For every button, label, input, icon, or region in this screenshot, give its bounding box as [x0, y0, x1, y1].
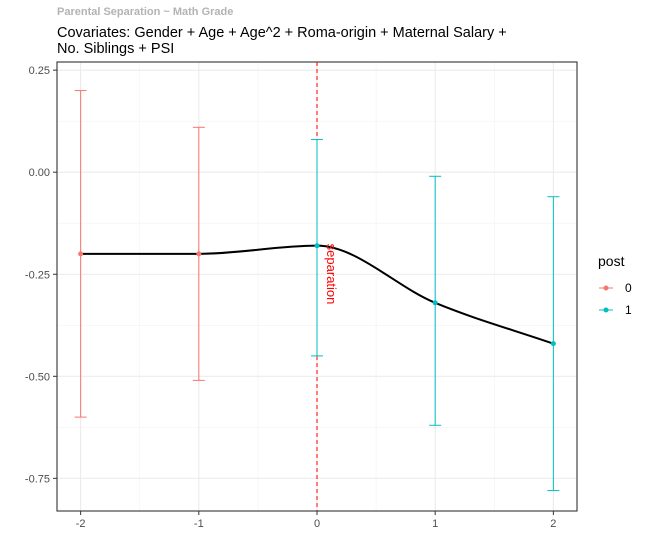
data-point — [78, 251, 84, 257]
separation-label: separation — [324, 244, 339, 305]
legend-label: 0 — [625, 281, 632, 295]
x-tick-label: 0 — [314, 518, 320, 530]
legend-key-point — [603, 307, 609, 313]
data-point — [196, 251, 202, 257]
x-tick-label: -2 — [76, 518, 86, 530]
legend-title: post — [598, 253, 625, 269]
legend-label: 1 — [625, 303, 632, 317]
legend-key-point — [603, 285, 609, 291]
y-tick-label: -0.25 — [25, 269, 50, 281]
data-point — [432, 300, 438, 306]
y-tick-label: -0.75 — [25, 473, 50, 485]
x-tick-label: 2 — [550, 518, 556, 530]
y-tick-label: 0.00 — [29, 167, 50, 179]
data-point — [314, 243, 320, 249]
chart-title: Parental Separation ~ Math Grade — [57, 6, 234, 18]
x-tick-label: 1 — [432, 518, 438, 530]
chart-subtitle: Covariates: Gender + Age + Age^2 + Roma-… — [57, 25, 507, 57]
y-tick-label: 0.25 — [29, 65, 50, 77]
data-point — [550, 341, 556, 347]
y-tick-label: -0.50 — [25, 371, 50, 383]
x-tick-label: -1 — [194, 518, 204, 530]
